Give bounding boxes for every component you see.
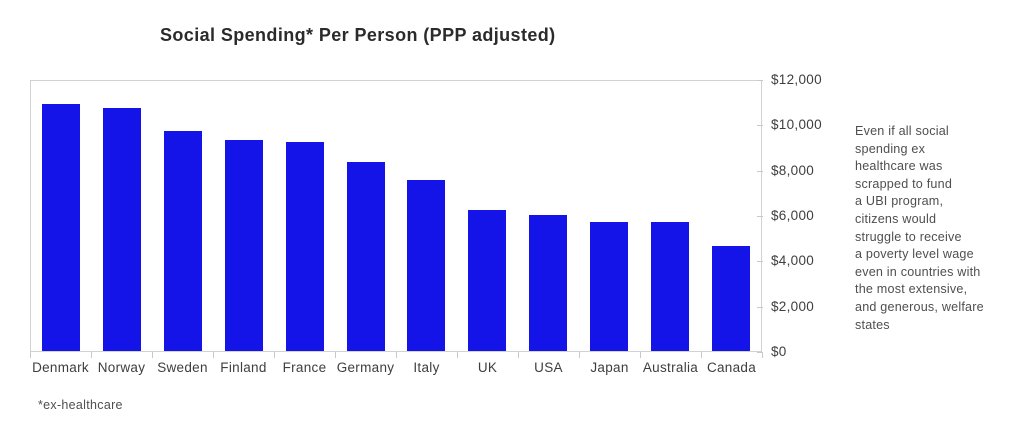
x-tick-mark <box>152 352 153 358</box>
x-tick-mark <box>335 352 336 358</box>
x-tick-mark <box>701 352 702 358</box>
x-label: UK <box>477 360 498 375</box>
annotation-text: Even if all social spending ex healthcar… <box>855 124 984 332</box>
footnote: *ex-healthcare <box>38 398 123 412</box>
y-tick-mark <box>757 170 763 172</box>
bar-slot <box>92 81 153 351</box>
bar-italy <box>407 180 446 351</box>
bar-slot <box>31 81 92 351</box>
bar-denmark <box>42 103 81 351</box>
x-label: Japan <box>590 360 629 375</box>
x-label: Germany <box>336 360 395 375</box>
bar-usa <box>529 214 568 351</box>
bar-slot <box>153 81 214 351</box>
x-tick-mark <box>518 352 519 358</box>
bar-australia <box>650 221 689 351</box>
x-label: Denmark <box>32 360 89 375</box>
y-tick-mark <box>757 306 763 308</box>
bar-canada <box>711 246 750 351</box>
x-label: Italy <box>413 360 440 375</box>
x-axis-labels: Denmark Norway Sweden Finland France Germany I… <box>30 360 762 375</box>
x-tick-mark <box>396 352 397 358</box>
y-label: $10,000 <box>771 117 822 133</box>
x-label: Canada <box>706 360 757 375</box>
x-tick-mark <box>91 352 92 358</box>
bar-slot <box>578 81 639 351</box>
y-label: $6,000 <box>771 208 815 223</box>
bar-uk <box>468 210 507 351</box>
bar-slot <box>700 81 761 351</box>
bar-finland <box>224 139 263 351</box>
x-label: Sweden <box>157 360 208 375</box>
x-label: USA <box>534 360 563 375</box>
x-tick-mark <box>30 352 31 358</box>
bar-germany <box>346 162 385 351</box>
x-label: Finland <box>220 360 267 375</box>
bar-slot <box>457 81 518 351</box>
bar-slot <box>639 81 700 351</box>
bar-france <box>285 141 324 351</box>
y-tick-mark <box>757 80 763 81</box>
y-label: $8,000 <box>771 162 815 178</box>
chart-title: Social Spending* Per Person (PPP adjuste… <box>160 25 556 45</box>
x-tick-mark <box>213 352 214 358</box>
bar-norway <box>103 108 142 351</box>
x-label: Norway <box>97 360 146 375</box>
y-tick-mark <box>757 261 763 263</box>
bar-slot <box>518 81 579 351</box>
y-label: $4,000 <box>771 253 815 269</box>
y-tick-mark <box>757 216 763 217</box>
bar-slot <box>396 81 457 351</box>
x-label: France <box>282 360 327 375</box>
bar-slot <box>213 81 274 351</box>
x-tick-mark <box>640 352 641 358</box>
x-tick-mark <box>579 352 580 358</box>
bars <box>31 81 761 351</box>
y-tick-mark <box>757 125 763 127</box>
x-tick-mark <box>274 352 275 358</box>
bar-japan <box>589 221 628 351</box>
x-tick-mark <box>457 352 458 358</box>
plot-area <box>30 80 762 352</box>
bar-slot <box>335 81 396 351</box>
y-label: $12,000 <box>771 72 822 87</box>
y-label: $2,000 <box>771 298 815 314</box>
y-tick-mark <box>757 352 763 353</box>
x-tick-mark <box>762 352 763 358</box>
x-label: Australia <box>642 360 699 375</box>
bar-slot <box>274 81 335 351</box>
bar-sweden <box>164 130 203 351</box>
y-label: $0 <box>771 344 787 359</box>
